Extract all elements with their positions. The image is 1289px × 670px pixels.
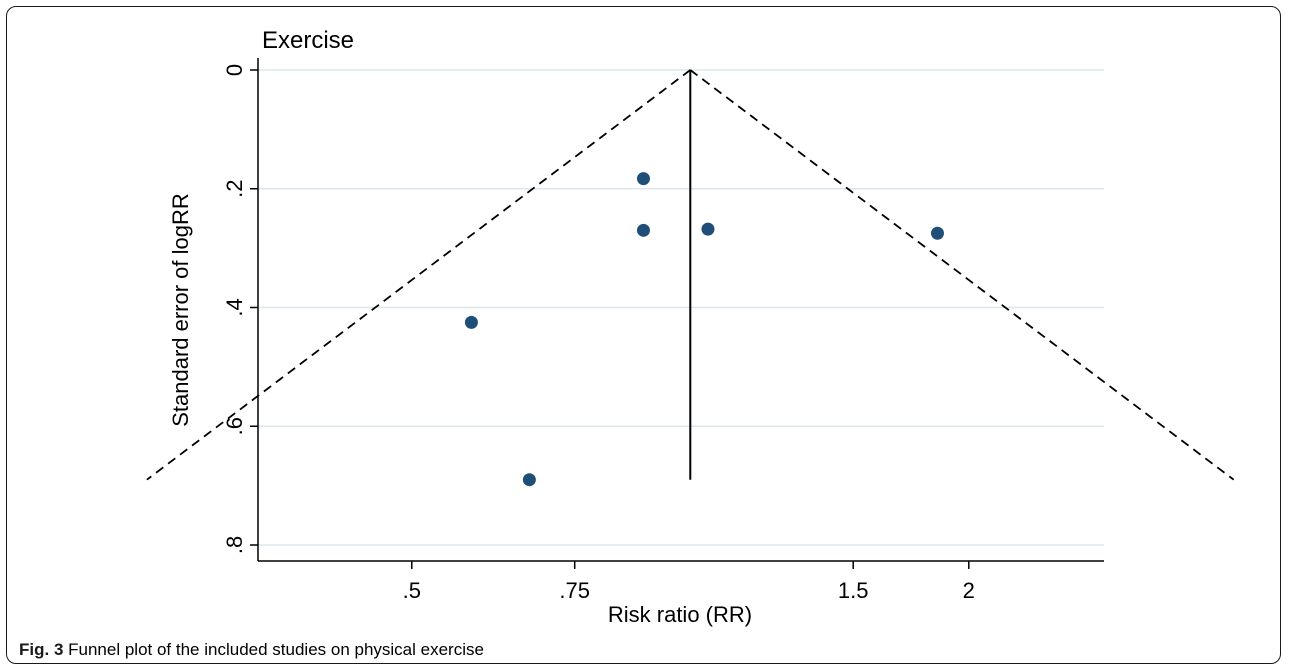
study-point-1 <box>522 473 536 487</box>
funnel-left-ci-line <box>146 69 691 481</box>
y-tick-label-2: .4 <box>222 298 247 316</box>
x-axis-label: Risk ratio (RR) <box>608 602 752 627</box>
x-tick-label-1: .75 <box>559 578 590 603</box>
x-tick-label-2: 1.5 <box>838 578 869 603</box>
funnel-right-ci-line <box>689 69 1235 481</box>
caption-label: Fig. 3 <box>19 640 64 659</box>
study-point-2 <box>636 172 650 186</box>
x-tick-label-0: .5 <box>403 578 421 603</box>
y-tick-label-0: 0 <box>222 64 247 76</box>
figure-frame <box>6 6 1281 664</box>
x-tick-label-3: 2 <box>963 578 975 603</box>
study-point-4 <box>701 222 715 236</box>
y-tick-label-3: .6 <box>222 417 247 435</box>
y-tick-label-4: .8 <box>222 536 247 554</box>
study-point-0 <box>464 315 478 329</box>
study-point-3 <box>636 223 650 237</box>
chart-title: Exercise <box>262 27 354 54</box>
figure-caption: Fig. 3 Funnel plot of the included studi… <box>19 640 484 660</box>
study-point-5 <box>930 226 944 240</box>
y-tick-label-1: .2 <box>222 180 247 198</box>
caption-text: Funnel plot of the included studies on p… <box>68 640 484 659</box>
y-axis-label: Standard error of logRR <box>168 193 193 427</box>
